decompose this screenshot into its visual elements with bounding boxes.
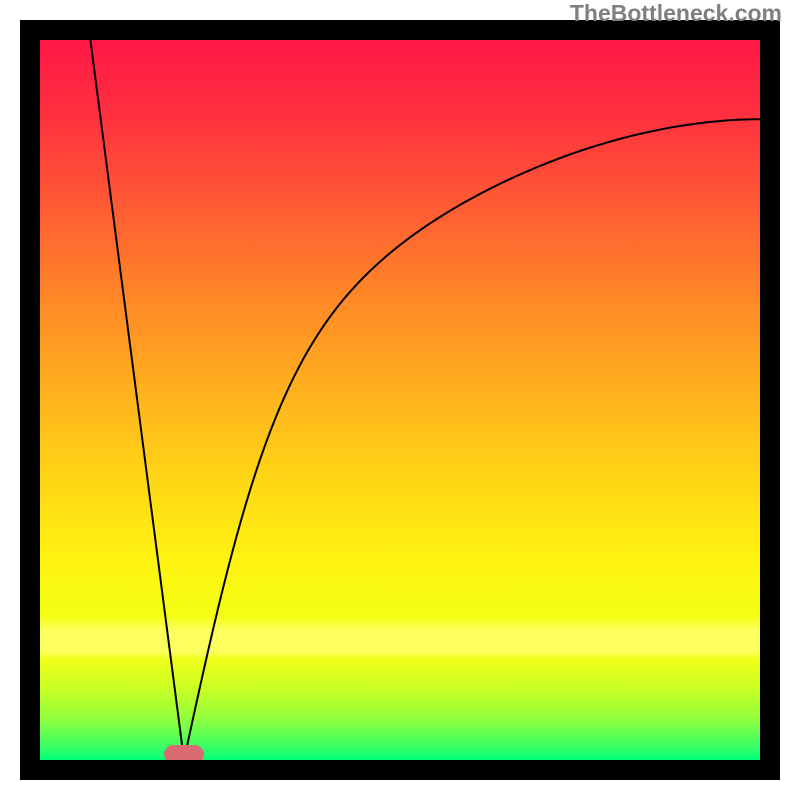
chart-container: TheBottleneck.com bbox=[0, 0, 800, 800]
watermark-text: TheBottleneck.com bbox=[570, 0, 782, 27]
chart-border bbox=[20, 20, 780, 780]
